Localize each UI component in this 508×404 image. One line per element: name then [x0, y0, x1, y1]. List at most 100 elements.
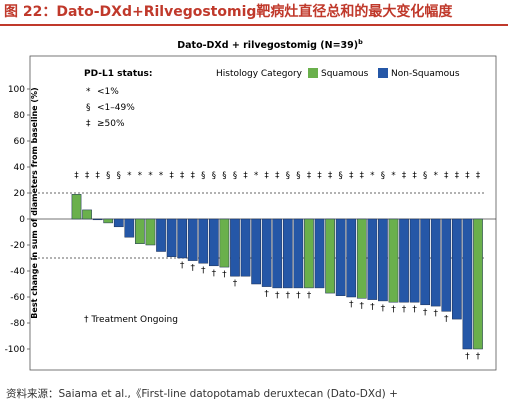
pdl1-marker: § — [423, 171, 427, 181]
ongoing-dagger: † — [412, 305, 417, 315]
legend-title: Histology Category — [216, 69, 303, 79]
title-rule — [0, 24, 508, 26]
legend-swatch — [378, 68, 388, 78]
bar — [462, 218, 473, 350]
pdl1-marker: ‡ — [349, 171, 354, 181]
bar — [187, 218, 198, 261]
pdl1-marker: ‡ — [317, 171, 322, 181]
legend-label: Non-Squamous — [391, 69, 460, 79]
ongoing-note: † Treatment Ongoing — [84, 315, 178, 325]
pdl1-marker: * — [138, 171, 142, 181]
bar — [314, 218, 325, 289]
source-note: 资料来源：Saiama et al.,《First-line datopotam… — [6, 388, 398, 400]
bar — [261, 218, 272, 287]
ongoing-dagger: † — [180, 261, 185, 271]
legend: Squamous Non-Squamous — [308, 68, 460, 79]
bar — [430, 218, 441, 307]
y-tick-label: 100 — [8, 85, 25, 95]
pdl1-marker: * — [159, 171, 163, 181]
ongoing-markers: † † † † † † † † † † † † † † † † † † † † † † † — [180, 261, 481, 362]
pdl1-marker: ‡ — [96, 171, 101, 181]
bar — [399, 218, 409, 303]
bar — [240, 218, 251, 277]
pdl1-marker: ‡ — [412, 171, 417, 181]
bar — [219, 218, 230, 268]
pdl1-marker: ‡ — [307, 171, 312, 181]
pdl1-marker: ‡ — [243, 171, 248, 181]
bar — [325, 218, 335, 294]
bar — [304, 218, 314, 289]
pdl1-key-symbol: § — [86, 103, 91, 113]
pdl1-marker: ‡ — [169, 171, 174, 181]
pdl1-marker: § — [201, 171, 205, 181]
ongoing-dagger: † — [476, 352, 481, 362]
pdl1-key-symbol: * — [86, 87, 91, 97]
chart-title-superscript: b — [358, 38, 363, 46]
bar — [335, 218, 346, 296]
bar — [441, 218, 452, 312]
pdl1-marker: ‡ — [328, 171, 333, 181]
bar — [209, 218, 219, 267]
pdl1-key-label: <1% — [97, 87, 119, 97]
ongoing-dagger: † — [286, 291, 291, 301]
pdl1-marker: * — [148, 171, 152, 181]
pdl1-key: * <1% § <1–49% ‡ ≥50% — [86, 87, 135, 129]
bar — [356, 218, 367, 299]
pdl1-marker: ‡ — [191, 171, 196, 181]
figure-title: 图 22：Dato-DXd+Rilvegostomig靶病灶直径总和的最大变化幅… — [4, 4, 453, 20]
y-tick-label: 80 — [14, 111, 26, 121]
pdl1-marker: § — [117, 171, 121, 181]
ongoing-dagger: † — [233, 279, 238, 289]
ongoing-dagger: † — [402, 305, 407, 315]
pdl1-marker: ‡ — [265, 171, 270, 181]
y-axis-label: Best change in sum of diameters from bas… — [30, 87, 39, 318]
ongoing-dagger: † — [381, 304, 386, 314]
ongoing-dagger: † — [433, 309, 438, 319]
y-tick-label: -20 — [10, 241, 25, 251]
y-tick-label: -80 — [10, 319, 25, 329]
bar — [145, 218, 156, 246]
pdl1-key-label: <1–49% — [97, 103, 135, 113]
legend-swatch — [308, 68, 318, 78]
bar — [230, 218, 240, 277]
bar — [113, 218, 124, 228]
ongoing-dagger: † — [444, 314, 449, 324]
chart-title-text: Dato-DXd + rilvegostomig (N=39) — [177, 40, 358, 51]
bar — [378, 218, 388, 302]
bar — [177, 218, 188, 259]
ongoing-dagger: † — [296, 291, 301, 301]
bar — [388, 218, 399, 303]
ongoing-dagger: † — [212, 269, 217, 279]
pdl1-marker: ‡ — [74, 171, 79, 181]
bar — [420, 218, 431, 306]
pdl1-key-symbol: ‡ — [86, 119, 91, 129]
y-tick-label: -40 — [10, 267, 25, 277]
chart-title: Dato-DXd + rilvegostomig (N=39)b — [177, 38, 363, 51]
ongoing-dagger: † — [307, 291, 312, 301]
ongoing-dagger: † — [349, 300, 354, 310]
bar — [103, 218, 114, 224]
bar — [452, 218, 462, 320]
bars — [71, 194, 483, 350]
ongoing-dagger: † — [201, 266, 206, 276]
bar — [166, 218, 177, 257]
ongoing-dagger: † — [190, 264, 195, 274]
legend-label: Squamous — [321, 69, 369, 79]
pdl1-marker: ‡ — [275, 171, 280, 181]
pdl1-marker: * — [391, 171, 395, 181]
pdl1-marker: § — [296, 171, 300, 181]
pdl1-marker: ‡ — [360, 171, 365, 181]
pdl1-key-label: ≥50% — [97, 119, 125, 129]
bar — [71, 194, 82, 220]
ongoing-dagger: † — [370, 303, 375, 313]
pdl1-marker: ‡ — [180, 171, 185, 181]
y-tick-label: 20 — [14, 189, 26, 199]
y-tick-label: 40 — [14, 163, 26, 173]
bar — [282, 218, 293, 289]
pdl1-marker: ‡ — [85, 171, 90, 181]
bar — [409, 218, 420, 303]
bar — [198, 218, 209, 264]
pdl1-marker: ‡ — [444, 171, 449, 181]
ongoing-dagger: † — [391, 305, 396, 315]
pdl1-marker: § — [222, 171, 226, 181]
